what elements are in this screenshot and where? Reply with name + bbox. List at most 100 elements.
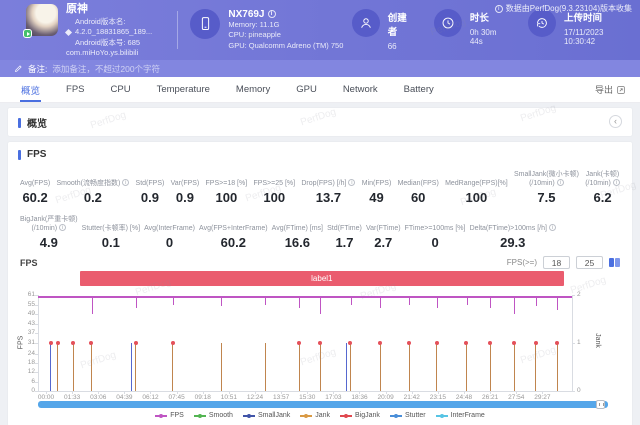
- x-tick-label: 01:33: [63, 394, 81, 402]
- legend-marker-dot: [246, 413, 251, 418]
- metric-info-icon[interactable]: i: [59, 224, 67, 232]
- metric-info-icon[interactable]: i: [548, 224, 556, 232]
- right-tick-mark: [572, 391, 575, 393]
- metric-cell: Delta(FTime)>100ms [/h] i 29.3: [470, 215, 556, 250]
- metric-label: Avg(FPS+InterFrame): [199, 225, 268, 233]
- tab-temperature[interactable]: Temperature: [156, 84, 210, 95]
- y-tick-mark: [35, 333, 38, 335]
- scrollbar-handle[interactable]: [596, 400, 605, 410]
- legend-marker: [155, 413, 168, 418]
- metric-info-icon[interactable]: i: [348, 179, 356, 187]
- x-tick-mark: [46, 391, 47, 395]
- x-tick-label: 03:06: [90, 394, 107, 402]
- x-tick-mark: [516, 391, 518, 395]
- legend-item[interactable]: Jank: [300, 412, 330, 419]
- metric-value: 49: [369, 190, 384, 206]
- metrics-row-1: Avg(FPS) 60.2 Smooth(流畅度指数) i 0.2 Std(FPS) 0.9…: [8, 166, 632, 207]
- metric-value: 60: [410, 190, 426, 206]
- game-app-icon: [23, 4, 58, 39]
- y-tick-label: 31: [27, 338, 35, 346]
- metric-info-icon[interactable]: i: [122, 179, 130, 187]
- tab-gpu[interactable]: GPU: [296, 84, 317, 95]
- legend-marker: [389, 413, 402, 418]
- y-tick-label: 37: [27, 329, 35, 337]
- jank-marker-dot: [348, 341, 353, 346]
- threshold-input-low[interactable]: [543, 256, 570, 270]
- metric-value: 29.3: [500, 235, 526, 251]
- metric-cell: Avg(FPS) 60.2: [20, 170, 50, 205]
- tab-battery[interactable]: Battery: [403, 84, 434, 95]
- jank-marker-dot: [318, 341, 323, 346]
- jank-marker-dot: [488, 341, 493, 346]
- metric-label: Std(FTime): [327, 225, 362, 233]
- x-tick-mark: [542, 391, 544, 395]
- metric-label: BigJank(严重卡顿): [20, 216, 78, 224]
- legend-item[interactable]: Stutter: [389, 412, 426, 419]
- tab-memory[interactable]: Memory: [235, 84, 271, 95]
- tab-network[interactable]: Network: [342, 84, 378, 95]
- jank-stem: [436, 343, 438, 392]
- y-tick-mark: [35, 323, 38, 325]
- fps-chart: label1 61 55 49 43 37 31 24 18 12 6 0 2 1 0 00:00 01:33 0…: [16, 271, 624, 424]
- x-tick-label: 10:51: [220, 394, 237, 402]
- note-label: 备注:: [28, 63, 48, 74]
- threshold-table-icon[interactable]: [609, 258, 620, 268]
- y-axis: [38, 295, 39, 392]
- chart-legend: FPS Smooth SmallJank Jank BigJank Stutter Inte…: [16, 412, 624, 419]
- x-tick-mark: [463, 391, 465, 395]
- device-info-icon[interactable]: i: [267, 10, 276, 19]
- legend-item[interactable]: BigJank: [340, 412, 380, 419]
- y-tick-mark: [35, 314, 38, 316]
- x-tick-label: 06:12: [142, 394, 159, 402]
- right-tick-mark: [572, 295, 575, 297]
- metric-value: 0: [165, 235, 174, 251]
- legend-marker: [435, 413, 448, 418]
- legend-item[interactable]: FPS: [155, 412, 184, 419]
- legend-label: Jank: [315, 412, 331, 420]
- app-version-code: Android版本号: 685: [75, 37, 141, 47]
- metric-value: 2.7: [374, 235, 393, 251]
- metric-label: Var(FPS): [170, 180, 200, 188]
- device-info-block: NX769J i Memory: 11.1G CPU: pineapple GP…: [190, 8, 351, 52]
- x-tick-mark: [150, 391, 152, 395]
- legend-item[interactable]: Smooth: [193, 412, 233, 419]
- y-tick-label: 0: [31, 387, 35, 395]
- annotation-band[interactable]: label1: [79, 271, 564, 287]
- x-tick-label: 13:57: [272, 394, 290, 402]
- metric-cell: Avg(InterFrame) 0: [144, 215, 195, 250]
- metric-cell: FTime>=100ms [%] 0: [405, 215, 466, 250]
- note-bar[interactable]: 备注: 添加备注，不超过200个字符: [0, 60, 640, 77]
- metric-cell: Drop(FPS) [/h] i 13.7: [301, 170, 356, 205]
- metric-label: Smooth(流畅度指数) i: [56, 179, 130, 188]
- header-divider: [177, 11, 179, 49]
- metric-cell: Avg(FPS+InterFrame) 60.2: [199, 215, 268, 250]
- metric-info-icon[interactable]: i: [612, 179, 620, 187]
- metric-info-icon[interactable]: i: [556, 179, 564, 187]
- device-name: NX769J: [228, 8, 265, 20]
- timeline-scrollbar[interactable]: [38, 401, 608, 409]
- x-tick-mark: [437, 391, 439, 395]
- tab-cpu[interactable]: CPU: [110, 84, 131, 95]
- fps-dip: [466, 296, 468, 305]
- metric-cell: Jank(卡顿) (/10min) i 6.2: [585, 170, 620, 205]
- metric-cell: Std(FPS) 0.9: [136, 170, 165, 205]
- export-button[interactable]: 导出: [595, 83, 634, 96]
- x-tick-mark: [281, 391, 283, 395]
- tab-fps[interactable]: FPS: [66, 84, 85, 95]
- jank-marker-dot: [512, 341, 517, 346]
- jank-marker-dot: [170, 341, 175, 346]
- duration-block: 时长 0h 30m 44s: [433, 9, 504, 51]
- tab-overview[interactable]: 概览: [8, 77, 53, 102]
- legend-item[interactable]: SmallJank: [242, 412, 290, 419]
- collector-version-note: i 数据由PerfDog(9.3.23104)版本收集: [494, 3, 632, 14]
- section-accent: [18, 117, 21, 128]
- threshold-input-high[interactable]: [576, 256, 603, 270]
- metric-value: 4.9: [39, 235, 58, 251]
- metric-label: Stutter(卡顿率) [%]: [81, 225, 141, 233]
- jank-marker-dot: [555, 341, 560, 346]
- jank-marker-dot: [434, 341, 439, 346]
- fps-dip: [264, 296, 266, 305]
- creator-label: 创建者: [387, 13, 407, 38]
- legend-item[interactable]: InterFrame: [435, 412, 485, 419]
- collapse-button[interactable]: ‹: [609, 115, 622, 128]
